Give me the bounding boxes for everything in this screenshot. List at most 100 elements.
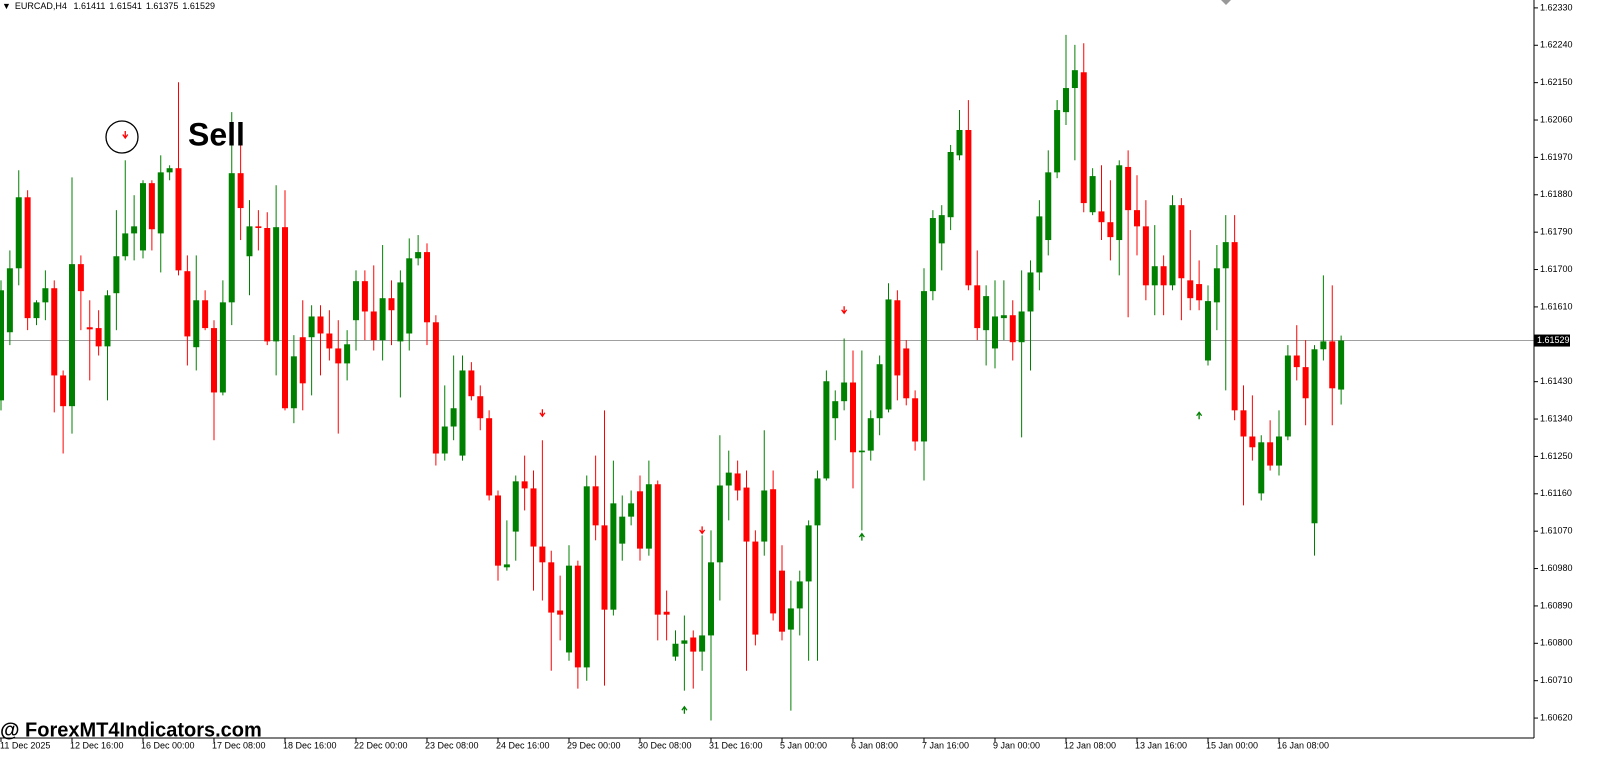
candle-body: [512, 481, 519, 532]
candle-body: [1213, 268, 1220, 303]
candle-body: [805, 525, 812, 582]
candle-body: [938, 215, 945, 244]
candle-body: [1027, 272, 1034, 312]
candle-body: [947, 152, 954, 218]
candle-body: [858, 450, 865, 453]
x-tick-label: 12 Dec 16:00: [70, 740, 124, 750]
candle-body: [1338, 340, 1345, 390]
scroll-marker: [1221, 0, 1231, 5]
candle-body: [148, 183, 155, 230]
candle-body: [1036, 216, 1043, 273]
candle-body: [495, 495, 501, 566]
candle-body: [734, 473, 741, 491]
candle-body: [752, 541, 759, 635]
candle-body: [663, 611, 670, 615]
candle-body: [1089, 176, 1096, 213]
candle-body: [264, 228, 271, 342]
y-tick-label: 1.60980: [1540, 563, 1573, 573]
candle-body: [95, 328, 102, 347]
header-value: 1.61411: [73, 1, 106, 11]
candle-body: [450, 408, 457, 427]
candle-body: [619, 516, 626, 544]
candle-body: [1125, 166, 1132, 211]
candle-body: [1116, 165, 1123, 241]
candle-body: [1240, 410, 1247, 437]
candle-body: [157, 172, 164, 234]
candle-body: [1071, 70, 1078, 89]
candle-body: [1009, 315, 1016, 343]
x-tick-label: 16 Jan 08:00: [1277, 740, 1329, 750]
x-tick-label: 11 Dec 2025: [0, 740, 50, 750]
candle-body: [548, 562, 555, 613]
candle-body: [1018, 311, 1025, 343]
candle-body: [175, 168, 182, 271]
candle-body: [1320, 341, 1327, 350]
candle-body: [122, 233, 129, 257]
y-tick-label: 1.60620: [1540, 712, 1573, 722]
candle-body: [1302, 367, 1309, 399]
candle-body: [1311, 349, 1318, 524]
candle-body: [77, 264, 84, 292]
candle-body: [654, 484, 661, 615]
candle-body: [1222, 242, 1229, 269]
candle-body: [1063, 88, 1069, 113]
signal-circle: [105, 120, 139, 154]
watermark: @ ForexMT4Indicators.com: [0, 719, 262, 741]
candle-body: [326, 333, 333, 349]
y-tick-label: 1.62330: [1540, 2, 1573, 12]
x-tick-label: 15 Jan 00:00: [1206, 740, 1258, 750]
y-tick-label: 1.61790: [1540, 227, 1573, 237]
candle-body: [335, 348, 342, 364]
buy-arrow: [1196, 411, 1203, 420]
header-value: 1.61375: [145, 1, 179, 11]
candle-body: [42, 288, 49, 303]
y-tick-label: 1.61340: [1540, 413, 1573, 423]
candle-body: [787, 608, 794, 630]
y-tick-label: 1.60710: [1540, 675, 1573, 685]
candle-body: [929, 218, 936, 292]
candle-body: [965, 129, 972, 286]
y-tick-label: 1.62060: [1540, 114, 1573, 124]
header-value: 1.61529: [182, 1, 215, 11]
candle-body: [308, 316, 315, 338]
candle-body: [708, 562, 714, 636]
y-tick-label: 1.60890: [1540, 600, 1573, 610]
candle-body: [113, 256, 120, 294]
candle-body: [1098, 211, 1105, 223]
candle-body: [796, 581, 803, 609]
y-tick-label: 1.62240: [1540, 40, 1573, 50]
candle-body: [379, 298, 386, 341]
candle-body: [1276, 436, 1282, 466]
candle-body: [530, 488, 537, 547]
candle-body: [1249, 436, 1256, 448]
candle-body: [583, 486, 590, 668]
candle-body: [1329, 341, 1336, 389]
candle-body: [876, 364, 883, 419]
x-tick-label: 31 Dec 16:00: [709, 740, 763, 750]
candle-body: [1293, 355, 1300, 368]
candle-body: [184, 271, 191, 337]
x-tick-label: 5 Jan 00:00: [780, 740, 827, 750]
candle-body: [468, 370, 475, 397]
y-tick-label: 1.61250: [1540, 451, 1573, 461]
candle-body: [140, 183, 146, 251]
candle-body: [86, 327, 93, 330]
candle-body: [894, 300, 901, 376]
candle-body: [1187, 280, 1194, 299]
candle-body: [432, 322, 439, 454]
candle-body: [1178, 205, 1185, 279]
candle-body: [193, 300, 200, 348]
plot-area: [0, 34, 1534, 721]
candle-body: [60, 375, 67, 407]
candle-body: [592, 486, 599, 526]
sell-arrow: [841, 306, 848, 315]
candle-body: [539, 546, 546, 563]
y-tick-label: 1.61430: [1540, 376, 1573, 386]
y-tick-label: 1.61700: [1540, 264, 1573, 274]
candle-body: [290, 356, 297, 409]
candle-body: [557, 610, 564, 615]
current-price-label: 1.61529: [1537, 335, 1570, 345]
candle-body: [725, 472, 732, 486]
candle-body: [1231, 242, 1238, 411]
buy-arrow: [681, 705, 688, 714]
